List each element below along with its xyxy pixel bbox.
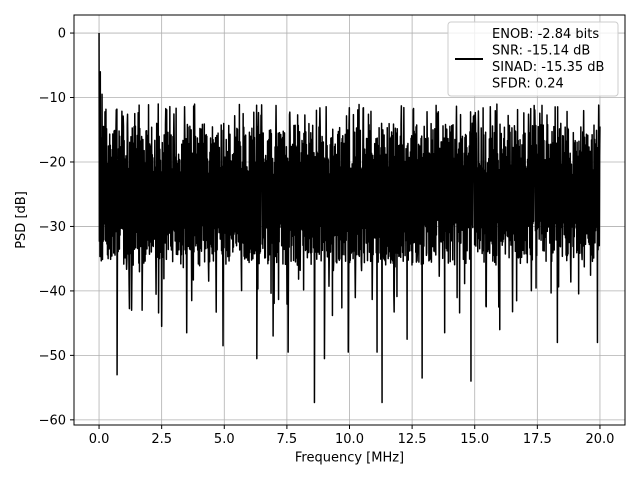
x-axis-ticks: 0.0 2.5 5.0 7.5 10.0 12.5 15.0 17.5 20.0: [89, 425, 614, 447]
series-layer: [98, 33, 601, 404]
legend-text-sfdr: SFDR: 0.24: [492, 77, 564, 92]
x-tick-label: 20.0: [585, 432, 614, 447]
legend-text-snr: SNR: -15.14 dB: [492, 44, 590, 59]
x-tick-label: 7.5: [277, 432, 298, 447]
legend: ENOB: -2.84 bits SNR: -15.14 dB SINAD: -…: [447, 21, 619, 97]
x-tick-label: 5.0: [214, 432, 235, 447]
y-tick-label: −20: [39, 155, 66, 170]
x-tick-label: 2.5: [151, 432, 172, 447]
y-axis-label: PSD [dB]: [14, 191, 29, 249]
x-tick-label: 10.0: [335, 432, 364, 447]
x-tick-label: 0.0: [89, 432, 110, 447]
x-tick-label: 15.0: [460, 432, 489, 447]
y-tick-label: −30: [39, 220, 66, 235]
y-axis-ticks: 0 −10 −20 −30 −40 −50 −60: [39, 27, 74, 428]
psd-series-line: [98, 33, 601, 404]
y-tick-label: −60: [39, 413, 66, 428]
y-tick-label: −40: [39, 284, 66, 299]
x-tick-label: 12.5: [398, 432, 427, 447]
legend-text-enob: ENOB: -2.84 bits: [492, 27, 599, 42]
y-tick-label: −50: [39, 349, 66, 364]
y-tick-label: −10: [39, 91, 66, 106]
x-axis-label: Frequency [MHz]: [295, 451, 404, 466]
x-tick-label: 17.5: [523, 432, 552, 447]
y-tick-label: 0: [58, 27, 66, 42]
legend-box: [447, 21, 619, 97]
legend-text-sinad: SINAD: -15.35 dB: [492, 60, 604, 75]
